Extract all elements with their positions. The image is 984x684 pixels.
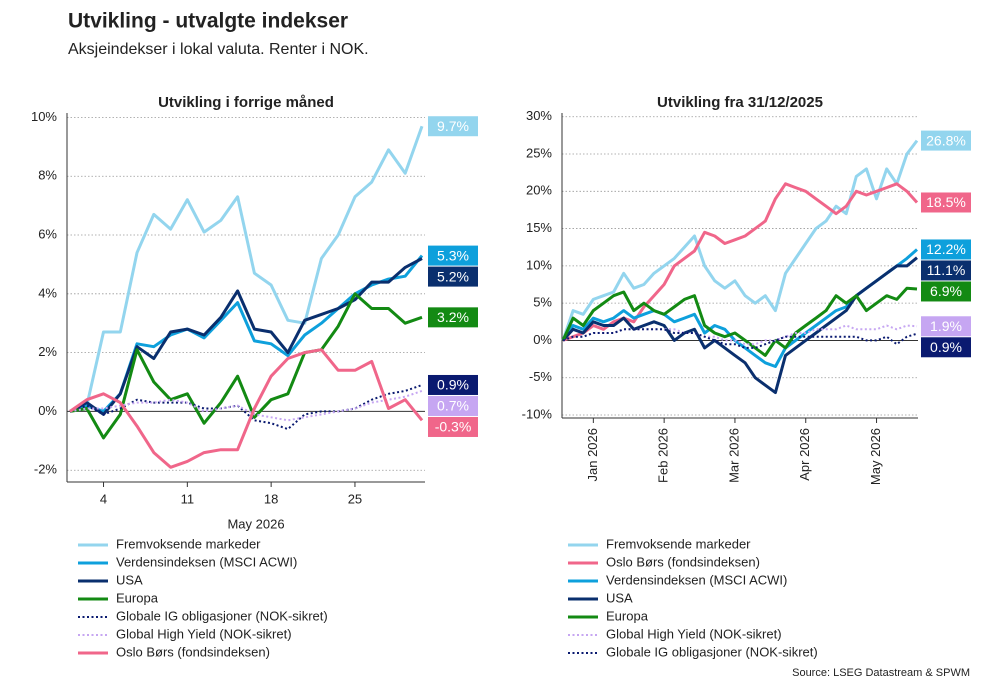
series-line: [69, 257, 423, 416]
legend-label: Globale IG obligasjoner (NOK-sikret): [116, 608, 328, 623]
legend-label: Global High Yield (NOK-sikret): [606, 626, 782, 641]
y-tick-label: 30%: [526, 108, 552, 123]
value-label: 11.1%: [927, 262, 966, 278]
series-line: [69, 292, 423, 440]
y-tick-label: -2%: [34, 462, 58, 477]
x-tick-label: Feb 2026: [656, 428, 671, 483]
y-tick-label: 4%: [38, 285, 57, 300]
value-label-box: [921, 239, 971, 260]
value-label: 26.8%: [926, 132, 966, 148]
y-tick-label: 8%: [38, 168, 57, 183]
value-label: 1.9%: [930, 318, 962, 334]
legend-label: USA: [606, 590, 633, 605]
source: Source: LSEG Datastream & SPWM: [792, 667, 970, 679]
y-tick-label: -10%: [522, 406, 553, 421]
y-tick-label: 6%: [38, 226, 57, 241]
series-line: [562, 324, 918, 346]
legend-label: Europa: [116, 590, 159, 605]
x-tick-label: Mar 2026: [726, 428, 741, 483]
legend-label: Globale IG obligasjoner (NOK-sikret): [606, 644, 818, 659]
legend-label: Verdensindeksen (MSCI ACWI): [116, 554, 297, 569]
legend-label: Fremvoksende markeder: [116, 536, 261, 551]
value-label: 12.2%: [926, 241, 966, 257]
value-label: 0.9%: [437, 377, 469, 393]
value-label-box: [428, 374, 478, 395]
value-label: 0.9%: [930, 339, 962, 355]
value-label: 6.9%: [930, 283, 962, 299]
value-label-box: [428, 307, 478, 328]
legend-label: Oslo Børs (fondsindeksen): [606, 554, 760, 569]
y-tick-label: 2%: [38, 344, 57, 359]
y-tick-label: 10%: [31, 109, 57, 124]
value-label: 5.2%: [437, 268, 469, 284]
x-tick-label: 11: [181, 491, 195, 506]
y-tick-label: 15%: [526, 220, 552, 235]
y-tick-label: 10%: [526, 257, 552, 272]
x-tick-label: May 2026: [868, 428, 883, 485]
chart-title: Utvikling i forrige måned: [158, 94, 334, 111]
value-label-box: [428, 266, 478, 287]
series-line: [561, 256, 918, 395]
series-line: [69, 389, 423, 422]
value-label-box: [428, 395, 478, 416]
series-line: [69, 125, 424, 413]
legend-label: Fremvoksende markeder: [606, 536, 751, 551]
value-label-box: [921, 337, 971, 358]
series-line: [561, 139, 919, 341]
value-label-box: [428, 416, 478, 437]
series-line: [561, 286, 918, 357]
page-title: Utvikling - utvalgte indekser: [68, 10, 348, 33]
value-label-box: [921, 260, 971, 281]
x-tick-label: 25: [348, 491, 362, 506]
legend-label: Oslo Børs (fondsindeksen): [116, 644, 270, 659]
y-tick-label: 20%: [526, 183, 552, 198]
value-label: 18.5%: [926, 194, 966, 210]
x-tick-label: Apr 2026: [797, 428, 812, 481]
value-label: 5.3%: [437, 247, 469, 263]
value-label-box: [921, 192, 971, 213]
series-line: [69, 348, 424, 469]
y-tick-label: 25%: [526, 145, 552, 160]
value-label: 0.7%: [437, 398, 469, 414]
value-label-box: [921, 281, 971, 302]
value-label-box: [921, 316, 971, 337]
legend-label: USA: [116, 572, 143, 587]
value-label-box: [921, 130, 971, 151]
legend-label: Europa: [606, 608, 649, 623]
value-label: 9.7%: [437, 118, 469, 134]
legend-label: Verdensindeksen (MSCI ACWI): [606, 572, 787, 587]
x-tick-label: 18: [264, 491, 278, 506]
value-label: 3.2%: [437, 309, 469, 325]
x-axis-label: May 2026: [227, 516, 284, 531]
value-label-box: [428, 116, 478, 137]
x-tick-label: 4: [100, 491, 107, 506]
value-label-box: [428, 245, 478, 266]
value-label: -0.3%: [435, 419, 472, 435]
chart-title: Utvikling fra 31/12/2025: [657, 94, 823, 111]
page-subtitle: Aksjeindekser i lokal valuta. Renter i N…: [68, 41, 369, 58]
y-tick-label: 0%: [533, 332, 552, 347]
y-tick-label: 5%: [533, 295, 552, 310]
legend-label: Global High Yield (NOK-sikret): [116, 626, 292, 641]
x-tick-label: Jan 2026: [585, 428, 600, 482]
series-line: [562, 328, 918, 349]
y-tick-label: -5%: [529, 369, 553, 384]
y-tick-label: 0%: [38, 403, 57, 418]
